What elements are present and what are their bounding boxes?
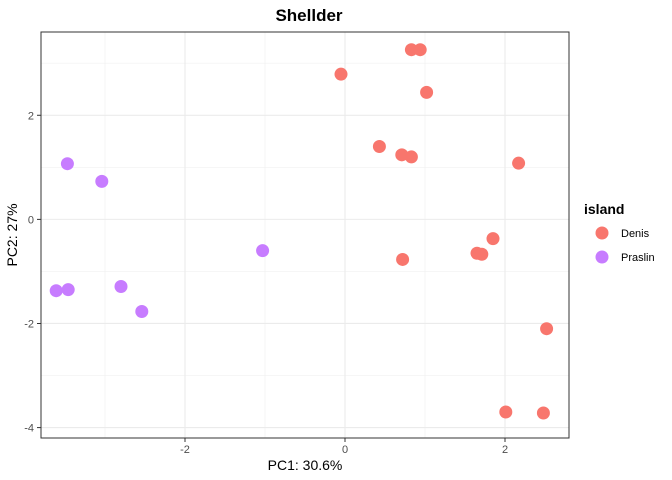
data-point-praslin <box>256 244 270 258</box>
data-point-praslin <box>95 174 109 188</box>
y-tick-label: -4 <box>24 423 34 435</box>
data-points <box>49 43 554 420</box>
legend-label-praslin: Praslin <box>621 252 655 264</box>
chart-title: Shellder <box>275 6 342 25</box>
data-point-denis <box>486 232 500 246</box>
y-tick-label: 2 <box>28 110 34 122</box>
data-point-denis <box>499 405 513 419</box>
data-point-praslin <box>135 305 149 319</box>
legend-items: Denis Praslin <box>595 226 655 264</box>
y-tick-label: 0 <box>28 214 34 226</box>
data-point-denis <box>540 322 554 336</box>
data-point-praslin <box>114 280 128 294</box>
x-axis: -2 0 2 <box>180 438 508 456</box>
legend-title: island <box>584 201 624 217</box>
legend: island Denis Praslin <box>584 201 655 264</box>
data-point-denis <box>512 156 526 170</box>
x-tick-label: -2 <box>180 444 190 456</box>
data-point-denis <box>372 140 386 154</box>
data-point-denis <box>536 406 550 420</box>
legend-label-denis: Denis <box>621 228 650 240</box>
data-point-praslin <box>60 157 74 171</box>
legend-key-praslin <box>595 250 609 264</box>
data-point-denis <box>420 85 434 99</box>
y-axis-title: PC2: 27% <box>4 203 20 266</box>
data-point-denis <box>396 252 410 266</box>
y-tick-label: -2 <box>24 318 34 330</box>
data-point-denis <box>475 247 489 261</box>
x-tick-label: 0 <box>342 444 348 456</box>
x-axis-title: PC1: 30.6% <box>268 457 343 473</box>
legend-key-denis <box>595 226 609 240</box>
data-point-praslin <box>49 284 63 298</box>
panel-border <box>40 31 570 439</box>
data-point-denis <box>334 67 348 81</box>
y-axis: -4 -2 0 2 <box>24 110 41 435</box>
plot-panel <box>40 31 570 439</box>
data-point-denis <box>404 150 418 164</box>
x-tick-label: 2 <box>502 444 508 456</box>
grid-lines <box>41 32 569 438</box>
data-point-praslin <box>61 283 75 297</box>
data-point-denis <box>413 43 427 57</box>
panel-background <box>41 32 569 438</box>
